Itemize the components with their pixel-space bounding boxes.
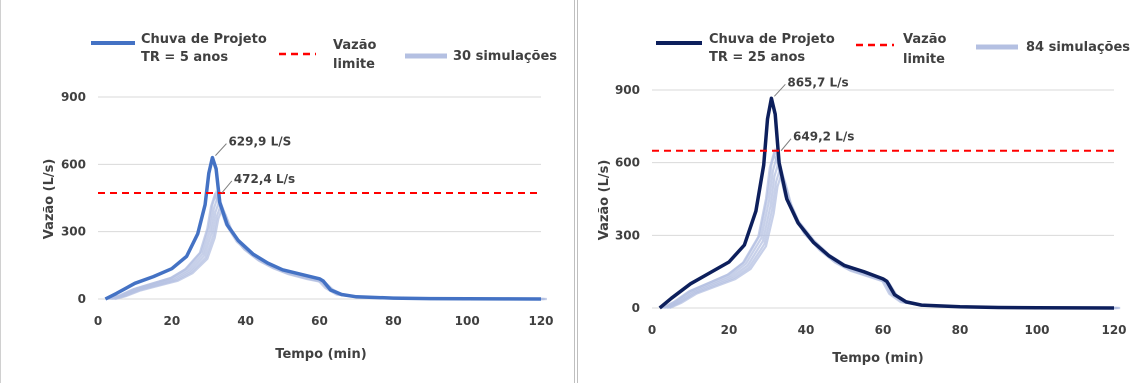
annotation-design-peak: 629,9 L/S [228, 135, 291, 149]
grid-lines [652, 89, 1114, 309]
annotations: 629,9 L/S 472,4 L/s [215, 135, 295, 194]
annotation-limit-peak: 649,2 L/s [793, 130, 854, 144]
legend-label-sims: 84 simulações [1026, 40, 1130, 55]
legend-label-sims: 30 simulações [453, 49, 557, 64]
grid-lines [98, 96, 541, 300]
annotation-design-peak: 865,7 L/s [787, 75, 848, 89]
x-axis-title: Tempo (min) [275, 347, 366, 362]
x-tick-label: 0 [94, 314, 102, 328]
chart-left-svg: 629,9 L/S 472,4 L/s 0 300 600 900 0 20 40 60 80 10… [42, 32, 557, 362]
legend-label-limit-2: limite [333, 57, 375, 72]
annotation-leader [215, 143, 227, 156]
legend-label-limit-1: Vazão [333, 38, 376, 53]
legend-label-limit-1: Vazão [903, 32, 946, 47]
x-tick-label: 60 [311, 314, 328, 328]
y-tick-label: 600 [61, 157, 86, 171]
x-tick-label: 0 [648, 323, 656, 337]
x-tick-label: 20 [163, 314, 180, 328]
annotation-leader [773, 83, 786, 97]
y-tick-label: 600 [615, 156, 640, 170]
x-tick-label: 40 [237, 314, 254, 328]
simulation-line [667, 166, 1119, 310]
y-tick-label: 300 [615, 228, 640, 242]
legend-label-design-1: Chuva de Projeto [709, 32, 835, 47]
x-tick-label: 120 [528, 314, 553, 328]
series-sims [107, 190, 547, 301]
legend-label-design-2: TR = 25 anos [709, 50, 805, 65]
series-design [658, 96, 1115, 310]
design-storm-line [658, 96, 1115, 310]
x-tick-label: 120 [1101, 323, 1126, 337]
chart-panel-left: 629,9 L/S 472,4 L/s 0 300 600 900 0 20 40 60 80 10… [0, 0, 575, 383]
y-tick-label: 900 [61, 90, 86, 104]
x-tick-label: 100 [455, 314, 480, 328]
annotation-limit-peak: 472,4 L/s [234, 172, 295, 186]
legend-label-limit-2: limite [903, 52, 945, 67]
series-sims [661, 147, 1121, 310]
legend: Chuva de Projeto TR = 5 anos Vazão limit… [91, 32, 557, 72]
y-axis-title: Vazão (L/s) [597, 160, 612, 241]
annotations: 865,7 L/s 649,2 L/s [773, 75, 854, 152]
series-design [104, 155, 542, 301]
chart-right-svg: 865,7 L/s 649,2 L/s 0 300 600 900 0 20 40 60 80 10… [597, 32, 1130, 366]
legend-label-design-1: Chuva de Projeto [141, 32, 267, 47]
axis-ticks: 0 300 600 900 0 20 40 60 80 100 120 [615, 83, 1127, 337]
x-axis-title: Tempo (min) [832, 351, 923, 366]
simulation-line [114, 206, 547, 301]
annotation-leader [780, 138, 792, 152]
x-tick-label: 80 [952, 323, 969, 337]
design-storm-line [104, 155, 542, 301]
simulation-line [669, 171, 1121, 310]
x-tick-label: 100 [1024, 323, 1049, 337]
legend-label-design-2: TR = 5 anos [141, 50, 228, 65]
annotation-leader [221, 180, 233, 194]
chart-panel-right: 865,7 L/s 649,2 L/s 0 300 600 900 0 20 40 60 80 10… [577, 0, 1134, 383]
x-tick-label: 80 [385, 314, 402, 328]
y-tick-label: 0 [78, 292, 86, 306]
x-tick-label: 60 [875, 323, 892, 337]
x-tick-label: 40 [798, 323, 815, 337]
y-tick-label: 0 [632, 301, 640, 315]
axis-ticks: 0 300 600 900 0 20 40 60 80 100 120 [61, 90, 554, 328]
y-axis-title: Vazão (L/s) [42, 159, 57, 240]
y-tick-label: 300 [61, 225, 86, 239]
y-tick-label: 900 [615, 83, 640, 97]
legend: Chuva de Projeto TR = 25 anos Vazão limi… [656, 32, 1130, 67]
x-tick-label: 20 [721, 323, 738, 337]
